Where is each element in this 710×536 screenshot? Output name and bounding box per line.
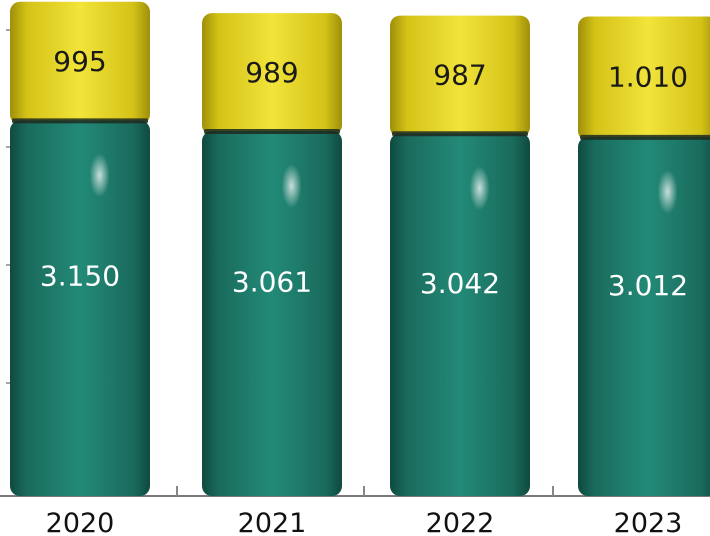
bar-highlight-2022: [469, 166, 490, 211]
bar-segment-green-2022: [390, 133, 530, 497]
labels-layer: 995 3.150 2020 989 3.061 2021 987 3.042 2022 1.01…: [40, 45, 688, 536]
value-label-green-2021: 3.061: [232, 266, 312, 299]
value-label-yellow-2021: 989: [245, 56, 298, 89]
value-label-green-2023: 3.012: [608, 269, 688, 302]
bars-layer: [10, 1, 710, 497]
bar-segment-yellow-2020: [10, 1, 150, 125]
value-label-yellow-2020: 995: [53, 45, 106, 78]
bar-highlight-2023: [657, 169, 678, 214]
category-label-2023: 2023: [614, 508, 683, 536]
category-label-2021: 2021: [238, 508, 307, 536]
bar-segment-green-2020: [10, 120, 150, 496]
value-label-yellow-2022: 987: [433, 58, 486, 91]
category-label-2020: 2020: [46, 508, 115, 536]
value-label-green-2020: 3.150: [40, 260, 120, 293]
value-label-green-2022: 3.042: [420, 267, 500, 300]
bar-seam-2022: [392, 131, 528, 137]
bar-seam-2020: [12, 118, 148, 124]
value-label-yellow-2023: 1.010: [608, 61, 688, 94]
bar-segment-yellow-2022: [390, 15, 530, 138]
bar-segment-yellow-2023: [578, 16, 710, 141]
category-label-2022: 2022: [426, 508, 495, 536]
bar-segment-yellow-2021: [202, 13, 342, 136]
bar-seam-2021: [204, 129, 340, 135]
bar-highlight-2020: [89, 153, 110, 198]
bar-segment-green-2023: [578, 136, 710, 496]
bar-segment-green-2021: [202, 131, 342, 497]
bar-seam-2023: [580, 134, 710, 140]
bar-highlight-2021: [281, 164, 302, 209]
